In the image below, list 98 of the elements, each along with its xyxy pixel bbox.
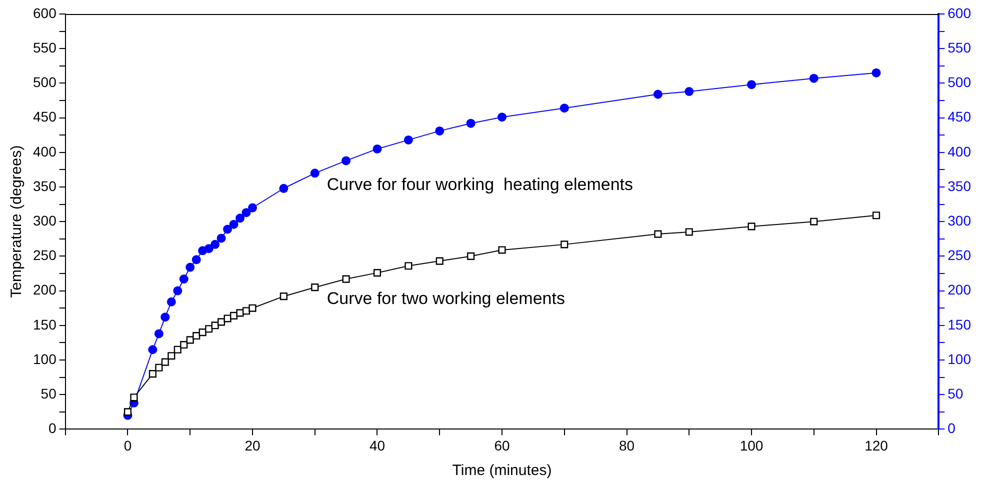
point [124,408,132,416]
point [223,224,232,234]
y2-tick-label: 400 [948,143,972,160]
point [747,80,756,90]
point [436,257,444,265]
point [372,144,382,154]
point [653,90,662,99]
point [192,332,200,340]
point [311,284,319,292]
point [342,156,351,166]
x-tick-label: 80 [618,437,635,454]
y2-tick-label: 500 [948,74,972,90]
point [373,269,382,277]
y-tick-label: 150 [33,316,57,332]
x-tick-label: 120 [864,437,888,454]
point [180,340,188,349]
point [248,304,256,312]
point [404,135,413,144]
point [435,126,444,136]
point [872,212,880,220]
x-tick-label: 60 [494,437,510,454]
y-tick-label: 600 [33,4,57,21]
point [229,220,238,229]
point [685,228,693,236]
point [161,358,169,366]
point [236,309,244,317]
point [248,203,257,212]
x-axis-title: Time (minutes) [452,462,552,480]
point [166,297,176,306]
y-tick-label: 450 [33,108,57,125]
point [560,104,569,113]
point [130,394,138,402]
y-tick-label: 400 [33,143,57,160]
x-tick-label: 100 [740,437,764,454]
point [654,230,662,238]
y2-tick-label: 250 [948,247,972,264]
y-tick-label: 100 [33,350,57,367]
point [205,325,213,333]
y-tick-label: 500 [33,74,57,90]
point [173,286,182,296]
point [280,292,288,300]
series-label: Curve for four working heating elements [326,174,634,194]
y2-tick-label: 100 [948,350,972,367]
point [748,222,756,230]
point [498,112,506,122]
point [236,214,245,223]
y-tick-label: 50 [40,385,57,402]
point [466,118,476,128]
x-tick-label: 0 [124,437,132,454]
point [560,240,568,248]
point [210,240,220,249]
point [179,274,188,284]
point [204,244,214,254]
y-tick-label: 550 [33,39,57,56]
y2-tick-label: 0 [948,420,956,436]
point [154,329,164,338]
y2-tick-label: 150 [948,316,972,332]
x-tick-label: 20 [244,437,260,454]
point [684,87,694,96]
y-axis-title: Temperature (degrees) [8,145,26,298]
x-tick-label: 40 [369,437,386,454]
point [310,168,320,178]
y2-tick-label: 50 [948,385,964,402]
point [242,208,251,218]
point [168,352,176,360]
point [279,184,288,193]
point [809,74,818,83]
point [467,252,475,260]
point [148,370,156,378]
point [160,312,170,322]
point [342,275,350,283]
y-tick-label: 300 [33,212,57,228]
y2-tick-label: 600 [948,4,972,21]
point [186,262,195,272]
series-label: Curve for two working elements [326,289,565,308]
y2-tick-label: 550 [948,39,972,56]
point [404,262,412,270]
y2-tick-label: 350 [948,178,972,194]
point [148,345,158,354]
y-tick-label: 0 [48,420,57,436]
point [224,314,232,322]
point [155,364,163,372]
point [186,336,194,344]
y2-tick-label: 300 [948,212,972,228]
y2-tick-label: 450 [948,108,972,125]
point [218,318,226,326]
point [198,328,206,336]
point [872,68,881,78]
y-tick-label: 250 [33,247,57,264]
point [192,255,201,264]
point [174,346,182,354]
y2-tick-label: 200 [948,282,972,298]
y-tick-label: 350 [33,178,57,194]
y-tick-label: 200 [33,282,57,298]
point [810,218,818,226]
point [211,322,219,330]
point [498,246,506,254]
point [216,234,226,243]
